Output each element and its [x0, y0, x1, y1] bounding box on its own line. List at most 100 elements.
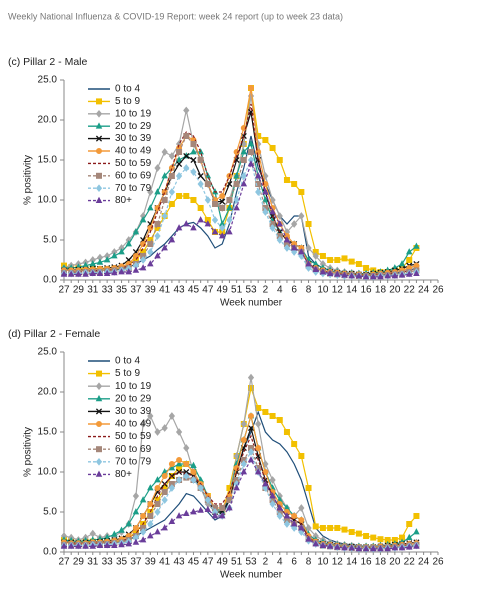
x-tick-label: 14	[346, 285, 358, 296]
marker	[154, 220, 161, 227]
marker	[405, 270, 413, 277]
marker	[190, 468, 197, 475]
marker	[348, 544, 355, 551]
legend-label: 70 to 79	[115, 183, 152, 194]
marker	[262, 480, 269, 487]
marker	[240, 468, 248, 475]
x-tick-label: 35	[116, 557, 128, 568]
marker	[341, 544, 348, 551]
marker	[175, 460, 183, 467]
marker	[190, 476, 197, 484]
y-axis-title: % positivity	[23, 427, 34, 477]
legend-label: 60 to 69	[115, 170, 152, 181]
x-tick-label: 16	[361, 557, 373, 568]
marker	[89, 542, 97, 549]
x-tick-label: 12	[332, 285, 344, 296]
series-line	[64, 458, 417, 550]
legend-label: 40 to 49	[115, 146, 152, 157]
marker	[226, 496, 233, 503]
marker	[247, 373, 255, 382]
marker	[197, 506, 204, 513]
legend-marker	[96, 172, 103, 179]
x-tick-label: 31	[87, 285, 99, 296]
marker	[103, 269, 111, 276]
marker	[176, 160, 183, 168]
marker	[283, 428, 290, 435]
y-tick-label: 10.0	[38, 467, 58, 478]
marker	[204, 505, 212, 512]
x-tick-label: 53	[245, 557, 257, 568]
marker	[398, 544, 406, 551]
marker	[391, 544, 399, 551]
marker	[175, 476, 183, 484]
marker	[226, 196, 233, 203]
y-tick-label: 20.0	[38, 115, 58, 126]
marker	[312, 540, 319, 547]
legend-marker	[95, 109, 103, 118]
marker	[362, 272, 370, 280]
marker	[240, 148, 248, 155]
x-tick-label: 4	[277, 285, 283, 296]
marker	[298, 248, 305, 255]
marker	[139, 420, 147, 428]
marker	[89, 269, 97, 276]
marker	[334, 543, 341, 550]
x-axis-title: Week number	[220, 570, 283, 581]
y-tick-label: 25.0	[38, 75, 58, 86]
x-tick-label: 53	[245, 285, 257, 296]
marker	[132, 508, 140, 515]
marker	[168, 172, 175, 179]
marker	[377, 544, 384, 552]
marker	[190, 508, 197, 515]
marker	[255, 180, 262, 187]
marker	[147, 532, 154, 539]
marker	[255, 188, 262, 196]
marker	[125, 268, 132, 275]
legend-label: 70 to 79	[115, 456, 152, 467]
x-tick-label: 4	[277, 557, 283, 568]
x-tick-label: 18	[375, 285, 387, 296]
marker	[168, 152, 176, 160]
marker	[67, 542, 75, 549]
marker	[197, 216, 204, 223]
marker	[204, 180, 211, 187]
chart-title: (c) Pillar 2 - Male	[8, 56, 88, 68]
marker	[154, 188, 161, 195]
marker	[269, 208, 276, 215]
marker	[334, 270, 341, 277]
marker	[319, 525, 326, 532]
x-tick-label: 2	[263, 557, 269, 568]
marker	[111, 268, 118, 276]
marker	[291, 180, 298, 187]
legend-label: 0 to 4	[115, 84, 140, 95]
marker	[312, 265, 319, 272]
x-tick-label: 33	[102, 557, 114, 568]
marker	[283, 236, 291, 243]
marker	[132, 538, 140, 545]
legend-marker	[95, 184, 103, 193]
marker	[212, 200, 219, 207]
marker	[348, 258, 355, 265]
x-tick-label: 35	[116, 285, 128, 296]
marker	[413, 269, 420, 276]
marker	[218, 512, 226, 519]
marker	[204, 196, 211, 204]
marker	[161, 212, 168, 220]
x-tick-label: 45	[188, 557, 200, 568]
marker	[269, 476, 276, 484]
marker	[247, 448, 255, 456]
x-tick-label: 16	[361, 285, 373, 296]
marker	[154, 476, 161, 483]
y-tick-label: 5.0	[43, 507, 57, 518]
x-tick-label: 24	[418, 557, 430, 568]
marker	[190, 224, 197, 231]
marker	[204, 496, 211, 504]
marker	[413, 528, 420, 535]
marker	[147, 500, 154, 507]
marker	[96, 258, 104, 265]
marker	[183, 132, 190, 139]
marker	[161, 496, 168, 504]
marker	[305, 484, 312, 491]
marker	[190, 148, 197, 155]
x-tick-label: 10	[317, 557, 329, 568]
